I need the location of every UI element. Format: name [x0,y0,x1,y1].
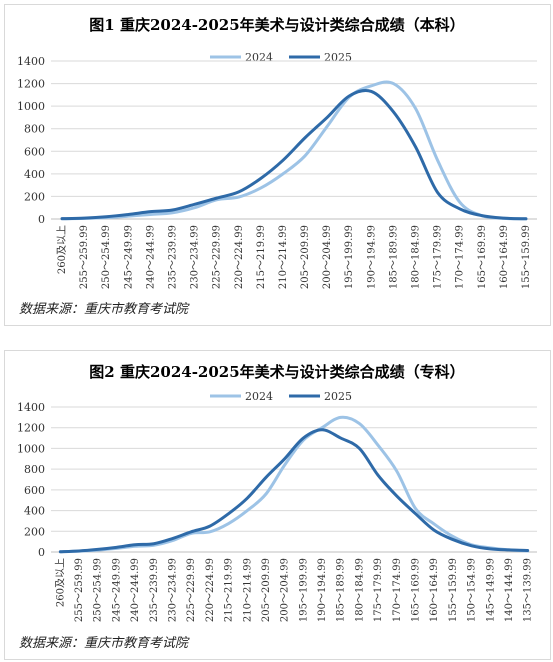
series-line-2024 [60,80,528,221]
x-tick-label: 210～214.99 [278,225,289,289]
x-tick-label: 180～184.99 [354,558,365,622]
y-tick-label: 1200 [17,78,45,91]
y-tick-label: 400 [24,168,45,181]
chart-panel-2: 图2 重庆2024-2025年美术与设计类综合成绩（专科） 2024 2025 … [4,350,551,660]
chart-2-gridlines [51,406,537,553]
chart-2-y-axis: 0 200 400 600 800 1000 1200 1400 [17,401,45,559]
x-tick-label: 235～239.99 [149,558,160,622]
x-tick-label: 225～229.99 [212,225,223,289]
x-tick-label: 215～219.99 [256,225,267,289]
x-tick-label: 175～179.99 [433,225,444,289]
chart-2-legend: 2024 2025 [210,390,352,403]
y-tick-label: 0 [38,546,45,559]
y-tick-label: 200 [24,525,45,538]
chart-1-legend: 2024 2025 [210,51,352,64]
x-tick-label: 150～154.99 [467,558,478,622]
x-tick-label: 240～244.99 [145,225,156,289]
chart-1-source: 数据来源：重庆市教育考试院 [19,301,190,317]
x-tick-label: 255～259.99 [74,558,85,622]
chart-2-x-axis: 260及以上 255～259.99 250～254.99 245～249.99 240～… [54,558,533,622]
x-tick-label: 170～174.99 [392,558,403,622]
x-tick-label: 220～224.99 [234,225,245,289]
legend-2024-label: 2024 [245,51,273,64]
x-tick-label: 220～224.99 [205,558,216,622]
x-tick-label: 185～189.99 [336,558,347,622]
x-tick-label: 135～139.99 [523,558,534,622]
x-tick-label: 215～219.99 [224,558,235,622]
chart-2-title: 图2 重庆2024-2025年美术与设计类综合成绩（专科） [89,363,464,381]
legend-2025-label: 2025 [324,390,352,403]
x-tick-label: 250～254.99 [93,558,104,622]
x-tick-label: 165～169.99 [477,225,488,289]
y-tick-label: 0 [38,213,45,226]
chart-1-svg: 图1 重庆2024-2025年美术与设计类综合成绩（本科） 2024 2025 … [17,16,537,317]
x-tick-label: 200～204.99 [280,558,291,622]
x-tick-label: 240～244.99 [130,558,141,622]
x-tick-label: 230～234.99 [168,558,179,622]
x-tick-label: 190～194.99 [366,225,377,289]
y-tick-label: 800 [24,463,45,476]
x-tick-label: 160～164.99 [429,558,440,622]
x-tick-label: 145～149.99 [485,558,496,622]
x-tick-label: 195～199.99 [298,558,309,622]
x-tick-label: 230～234.99 [190,225,201,289]
x-tick-label: 160～164.99 [499,225,510,289]
x-tick-label: 255～259.99 [79,225,90,289]
y-tick-label: 800 [24,123,45,136]
x-tick-label: 185～189.99 [388,225,399,289]
x-tick-label: 200～204.99 [322,225,333,289]
x-tick-label: 225～229.99 [186,558,197,622]
x-tick-label: 210～214.99 [242,558,253,622]
y-tick-label: 200 [24,190,45,203]
x-tick-label: 165～169.99 [411,558,422,622]
chart-1-gridlines [51,60,537,220]
y-tick-label: 600 [24,484,45,497]
x-tick-label: 180～184.99 [411,225,422,289]
x-tick-label: 170～174.99 [455,225,466,289]
chart-1-x-axis: 260及以上 255～259.99 250～254.99 245～249.99 240～… [56,225,532,289]
x-tick-label: 155～159.99 [448,558,459,622]
series-line-2025 [60,88,528,221]
legend-2025-label: 2025 [324,51,352,64]
y-tick-label: 1000 [17,100,45,113]
x-tick-label: 195～199.99 [344,225,355,289]
y-tick-label: 1400 [17,401,45,414]
chart-1-title: 图1 重庆2024-2025年美术与设计类综合成绩（本科） [89,16,464,34]
y-tick-label: 400 [24,505,45,518]
chart-1-y-axis: 0 200 400 600 800 1000 1200 1400 [17,55,45,226]
y-tick-label: 1000 [17,442,45,455]
x-tick-label: 260及以上 [54,558,66,607]
chart-2-source: 数据来源：重庆市教育考试院 [19,635,190,651]
x-tick-label: 250～254.99 [101,225,112,289]
x-tick-label: 140～144.99 [504,558,515,622]
legend-2024-label: 2024 [245,390,273,403]
x-tick-label: 190～194.99 [317,558,328,622]
series-line-2024 [58,415,530,554]
x-tick-label: 155～159.99 [521,225,532,289]
x-tick-label: 260及以上 [56,225,68,274]
y-tick-label: 1400 [17,55,45,68]
x-tick-label: 175～179.99 [373,558,384,622]
series-line-2025 [58,428,530,554]
x-tick-label: 245～249.99 [111,558,122,622]
x-tick-label: 245～249.99 [123,225,134,289]
y-tick-label: 600 [24,145,45,158]
x-tick-label: 205～209.99 [300,225,311,289]
chart-2-svg: 图2 重庆2024-2025年美术与设计类综合成绩（专科） 2024 2025 … [17,363,537,651]
y-tick-label: 1200 [17,422,45,435]
x-tick-label: 235～239.99 [168,225,179,289]
x-tick-label: 205～209.99 [261,558,272,622]
chart-panel-1: 图1 重庆2024-2025年美术与设计类综合成绩（本科） 2024 2025 … [4,4,551,326]
